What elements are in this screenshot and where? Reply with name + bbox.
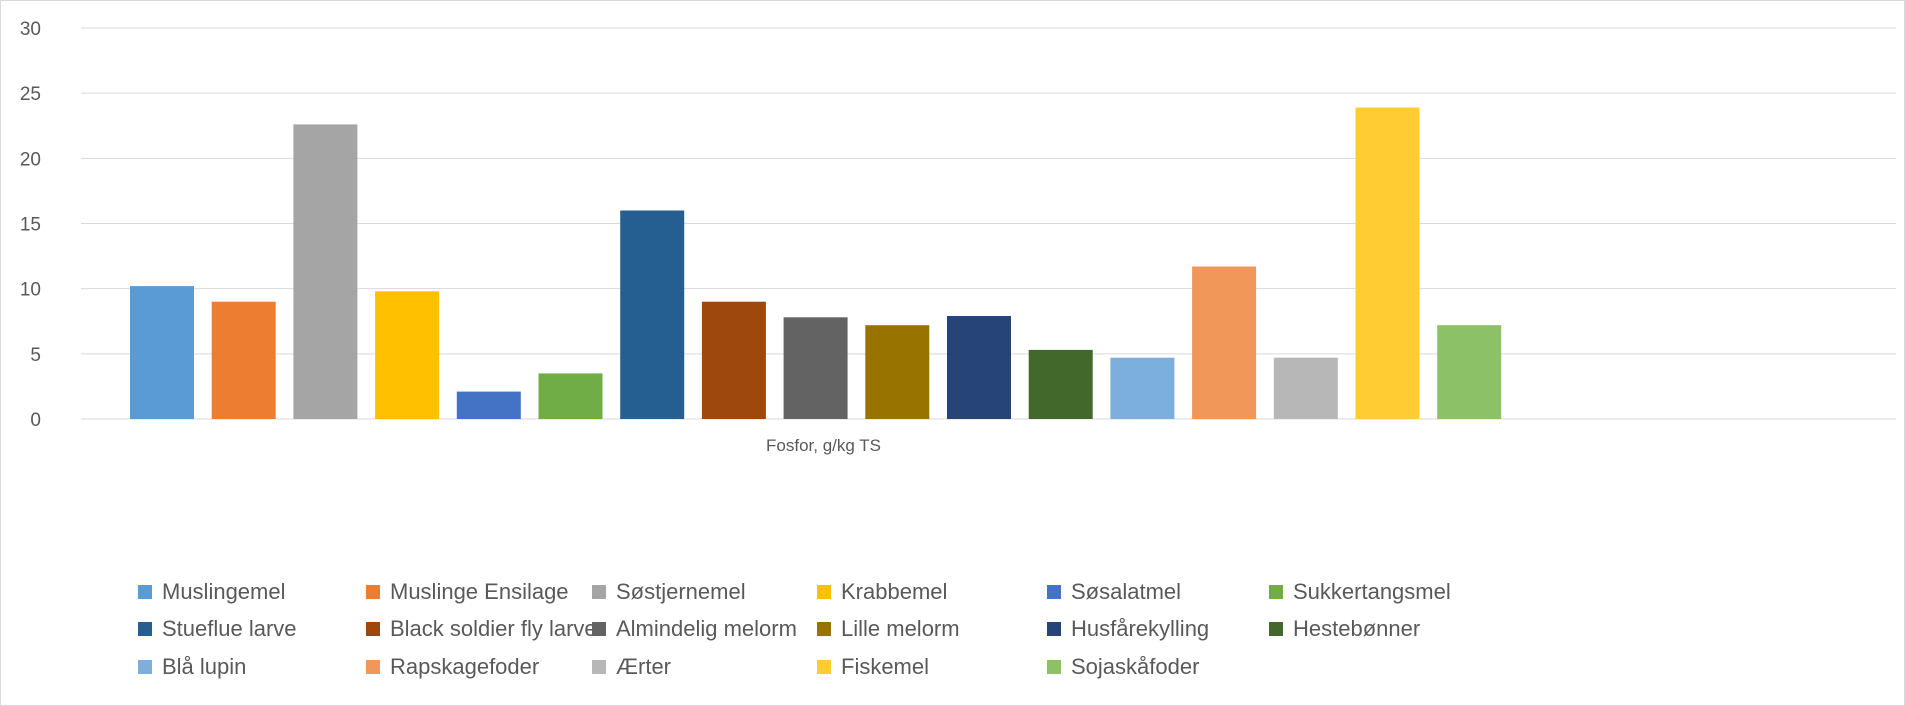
legend-label: Søsalatmel [1071,579,1182,604]
bar-1 [130,286,194,419]
legend-swatch [1047,585,1061,599]
bar-14 [1192,266,1257,419]
legend-swatch [817,622,831,636]
legend: Muslingemel Muslinge Ensilage Søstjernemel… [138,577,1898,697]
legend-label: Hestebønner [1293,616,1421,641]
legend-item: Rapskagefoder [366,652,539,682]
legend-label: Ærter [616,654,671,679]
legend-swatch [1269,622,1283,636]
legend-item: Almindelig melorm [592,614,797,644]
bar-3 [293,124,358,420]
bar-9 [783,317,848,419]
bar-16 [1355,107,1420,419]
legend-swatch [366,585,380,599]
legend-swatch [138,660,152,674]
bar-12 [1028,349,1093,419]
legend-item: Søsalatmel [1047,577,1181,607]
legend-item: Krabbemel [817,577,947,607]
legend-swatch [366,660,380,674]
legend-item: Hestebønner [1269,614,1420,644]
legend-item: Sojaskåfoder [1047,652,1199,682]
y-tick-label: 10 [20,280,41,301]
legend-swatch [817,660,831,674]
bar-11 [947,316,1011,419]
legend-item: Muslingemel [138,577,286,607]
legend-item: Muslinge Ensilage [366,577,569,607]
legend-item: Stueflue larve [138,614,297,644]
bar-5 [456,391,521,419]
bar-13 [1110,357,1175,419]
bar-15 [1273,357,1338,419]
legend-label: Rapskagefoder [390,654,540,679]
legend-swatch [592,585,606,599]
legend-label: Sojaskåfoder [1071,654,1200,679]
legend-swatch [817,585,831,599]
bar-7 [620,210,685,419]
y-tick-label: 30 [20,19,41,40]
legend-label: Fiskemel [841,654,930,679]
legend-label: Black soldier fly larve [390,616,597,641]
legend-swatch [138,585,152,599]
y-tick-label: 0 [30,410,41,431]
bar-10 [865,325,930,419]
legend-swatch [1047,622,1061,636]
y-axis-tick-labels: 0 5 10 15 20 25 30 [20,19,41,431]
legend-swatch [138,622,152,636]
bar-2 [211,301,276,419]
legend-item: Black soldier fly larve [366,614,597,644]
bar-8 [701,301,766,419]
legend-swatch [366,622,380,636]
legend-label: Almindelig melorm [616,616,797,641]
bar-6 [538,373,603,419]
y-tick-label: 5 [30,345,41,366]
legend-item: Blå lupin [138,652,246,682]
legend-item: Fiskemel [817,652,929,682]
legend-label: Muslinge Ensilage [390,579,569,604]
bar-4 [375,291,440,419]
legend-item: Ærter [592,652,671,682]
y-tick-label: 25 [20,84,41,105]
legend-label: Husfårekylling [1071,616,1210,641]
legend-swatch [1269,585,1283,599]
bar-17 [1437,325,1502,419]
bar-chart: 0 5 10 15 20 25 30 Fosfor, g/kg TS [20,19,1896,455]
x-axis-label: Fosfor, g/kg TS [766,436,881,455]
legend-swatch [592,622,606,636]
bars [130,107,1502,420]
legend-label: Sukkertangsmel [1293,579,1451,604]
legend-item: Husfårekylling [1047,614,1209,644]
legend-item: Sukkertangsmel [1269,577,1451,607]
legend-label: Blå lupin [162,654,247,679]
legend-label: Søstjernemel [616,579,746,604]
legend-item: Søstjernemel [592,577,746,607]
legend-label: Krabbemel [841,579,948,604]
legend-label: Lille melorm [841,616,960,641]
legend-swatch [1047,660,1061,674]
y-tick-label: 20 [20,149,41,170]
legend-label: Muslingemel [162,579,286,604]
legend-swatch [592,660,606,674]
legend-item: Lille melorm [817,614,960,644]
legend-label: Stueflue larve [162,616,297,641]
y-tick-label: 15 [20,215,41,236]
